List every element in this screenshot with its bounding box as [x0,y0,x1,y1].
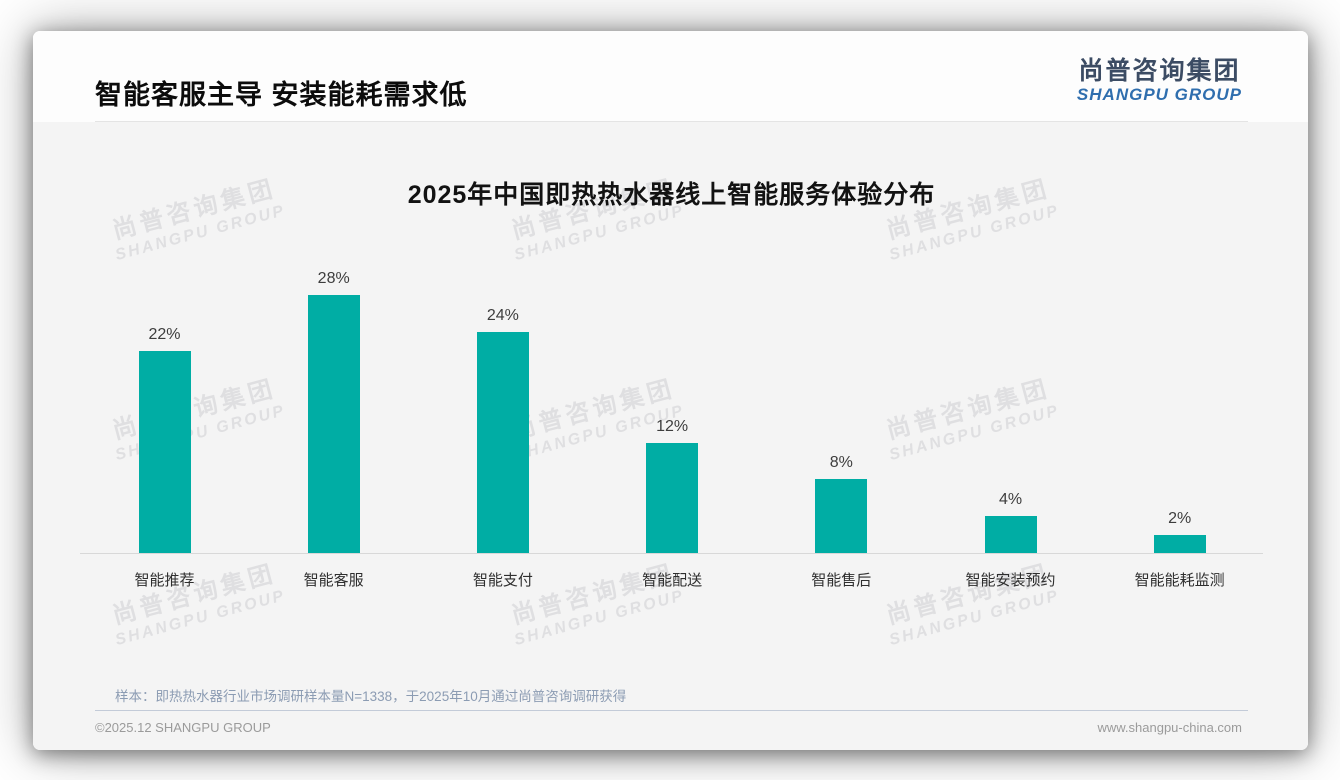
slide-body: 2025年中国即热热水器线上智能服务体验分布 22% 智能推荐 28% 智能客服 24%… [33,122,1308,750]
bar [138,351,191,553]
bar-category-label: 智能安装预约 [965,572,1056,589]
company-logo: 尚普咨询集团 SHANGPU GROUP [1077,57,1242,105]
bar-category-label: 智能客服 [303,572,364,589]
bar-value-label: 28% [317,270,350,287]
logo-english-name: SHANGPU GROUP [1076,85,1242,104]
bar-value-label: 12% [656,418,689,435]
bar-category-label: 智能配送 [642,572,703,589]
logo-chinese-name: 尚普咨询集团 [1078,57,1241,85]
footer-copyright: ©2025.12 SHANGPU GROUP [95,720,271,735]
x-axis-line [80,553,1263,554]
bar-category-label: 智能能耗监测 [1134,572,1225,589]
bar [307,295,360,553]
bar-value-label: 2% [1168,510,1192,527]
slide-header: 智能客服主导 安装能耗需求低 尚普咨询集团 SHANGPU GROUP [33,31,1308,122]
bar-category-label: 智能支付 [472,572,533,589]
bar [476,332,529,553]
bar-value-label: 22% [148,326,181,343]
watermark: 尚普咨询集团 SHANGPU GROUP [106,374,288,466]
bar [1153,535,1206,553]
bar-category-label: 智能售后 [811,572,872,589]
slide: 智能客服主导 安装能耗需求低 尚普咨询集团 SHANGPU GROUP 2025… [33,31,1308,750]
chart-title: 2025年中国即热热水器线上智能服务体验分布 [407,181,936,209]
bar [984,516,1037,553]
header-divider [95,121,1248,122]
footer-website: www.shangpu-china.com [1097,720,1242,735]
page-title: 智能客服主导 安装能耗需求低 [95,80,468,110]
bar [815,479,868,553]
bar [646,443,699,553]
bar-value-label: 4% [998,491,1023,508]
bar-value-label: 8% [829,454,853,471]
footer-divider [95,710,1248,711]
sample-note: 样本：即热热水器行业市场调研样本量N=1338，于2025年10月通过尚普咨询调… [115,689,627,704]
bar-value-label: 24% [486,307,519,324]
bar-category-label: 智能推荐 [134,572,195,589]
watermark: 尚普咨询集团 SHANGPU GROUP [880,374,1062,466]
